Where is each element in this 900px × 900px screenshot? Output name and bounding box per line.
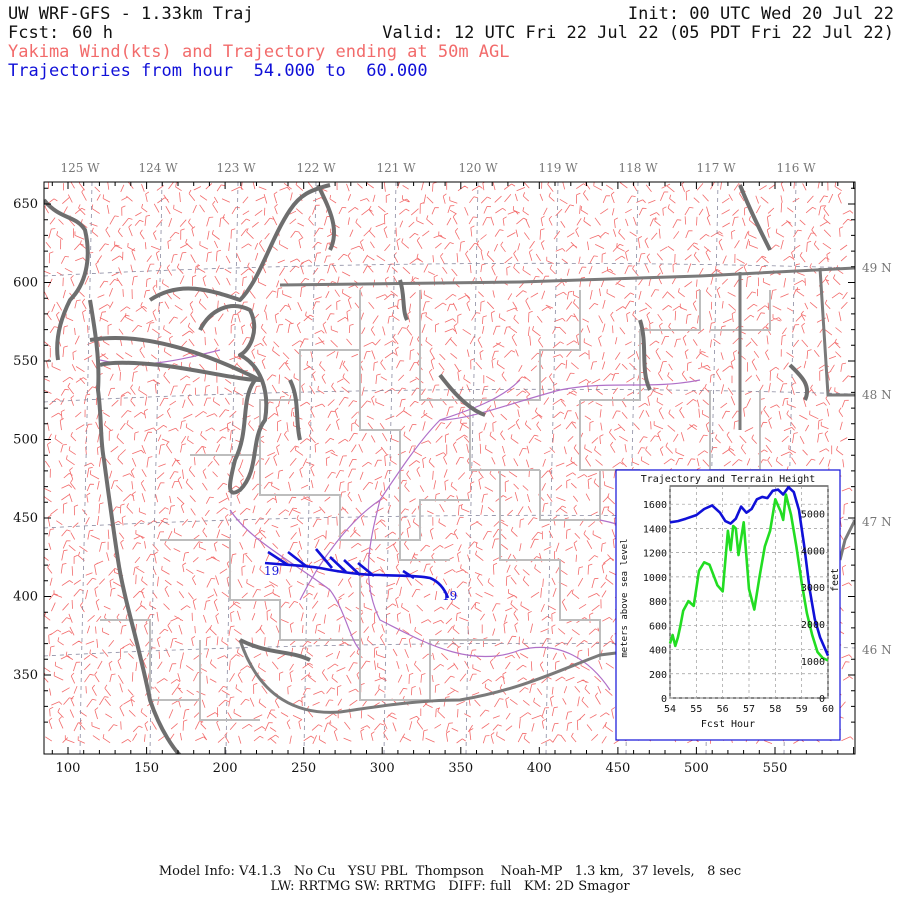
x-tick-label: 150 [134, 761, 159, 776]
meridian-line [149, 182, 163, 754]
inset-x-label: Fcst Hour [701, 719, 755, 730]
trajectory-height-line [669, 485, 830, 657]
x-tick-label: 300 [370, 761, 395, 776]
y-tick-label: 650 [13, 197, 38, 212]
meridian-line [303, 182, 317, 754]
map-title: UW WRF-GFS - 1.33km Traj [8, 4, 254, 24]
physics-info-line: LW: RRTMG SW: RRTMG DIFF: full KM: 2D Sm… [270, 879, 630, 894]
valid-time: Valid: 12 UTC Fri 22 Jul 22 (05 PDT Fri … [382, 23, 894, 43]
longitude-label: 125 W [60, 161, 100, 175]
longitude-label: 121 W [376, 161, 416, 175]
inset-y-tick-left: 0 [661, 694, 667, 705]
inset-y-tick-right: 1000 [801, 657, 825, 668]
meridian-line [383, 182, 397, 754]
longitude-label: 122 W [296, 161, 336, 175]
y-tick-label: 350 [13, 668, 38, 683]
inset-y-label-left: meters above sea level [620, 538, 630, 657]
x-tick-label: 250 [291, 761, 316, 776]
forecast-label: Fcst: [8, 23, 60, 43]
latitude-label: 48 N [862, 388, 892, 402]
inset-x-tick: 57 [743, 704, 755, 715]
inset-y-tick-right: 0 [819, 694, 825, 705]
x-tick-label: 100 [56, 761, 81, 776]
frame-ticks [44, 182, 855, 754]
y-tick-label: 450 [13, 511, 38, 526]
y-tick-label: 400 [13, 590, 38, 605]
x-tick-label: 500 [684, 761, 709, 776]
inset-y-tick-right: 2000 [801, 620, 825, 631]
trajectory-end-label: 19 [442, 589, 457, 603]
meridian-line [545, 182, 559, 754]
longitude-label: 119 W [538, 161, 578, 175]
x-tick-label: 450 [605, 761, 630, 776]
x-tick-label: 400 [527, 761, 552, 776]
wind-subtitle: Yakima Wind(kts) and Trajectory ending a… [8, 42, 510, 62]
inset-y-tick-left: 1600 [643, 500, 667, 511]
parallel-line [44, 388, 855, 403]
init-time: Init: 00 UTC Wed 20 Jul 22 [627, 4, 894, 24]
longitude-label: 117 W [696, 161, 736, 175]
longitude-label: 124 W [138, 161, 178, 175]
latitude-label: 49 N [862, 261, 892, 275]
inset-x-tick: 60 [822, 704, 834, 715]
county-lines [100, 290, 771, 721]
longitude-label: 118 W [618, 161, 658, 175]
inset-y-tick-right: 3000 [801, 583, 825, 594]
longitude-label: 116 W [776, 161, 816, 175]
inset-x-tick: 55 [690, 704, 702, 715]
inset-y-tick-left: 600 [649, 621, 667, 632]
parallel-line [44, 262, 855, 277]
y-tick-label: 600 [13, 276, 38, 291]
inset-x-tick: 54 [664, 704, 676, 715]
meridian-line [225, 182, 239, 754]
forecast-hour: 60 h [72, 23, 113, 43]
trajectory-subtitle: Trajectories from hour 54.000 to 60.000 [8, 61, 428, 81]
trajectory-start-label: 19 [264, 564, 279, 578]
inset-y-tick-left: 1200 [643, 549, 667, 560]
latitude-label: 46 N [862, 643, 892, 657]
inset-y-tick-left: 400 [649, 646, 667, 657]
meridian-line [79, 182, 93, 754]
inset-y-tick-right: 4000 [801, 546, 825, 557]
terrain-height-inset: Trajectory and Terrain Height 54 55 56 57 58… [615, 469, 841, 741]
inset-y-tick-left: 1400 [643, 524, 667, 535]
longitude-label: 123 W [216, 161, 256, 175]
y-tick-label: 500 [13, 433, 38, 448]
terrain-height-line [668, 493, 829, 662]
inset-y-tick-right: 5000 [801, 509, 825, 520]
axis-labels: 100 150 200 250 300 350 400 450 500 5506506005505… [13, 161, 891, 776]
x-tick-label: 200 [213, 761, 238, 776]
latitude-label: 47 N [862, 515, 892, 529]
trajectory-path [264, 548, 450, 599]
inset-y-tick-left: 800 [649, 597, 667, 608]
meridian-line [465, 182, 479, 754]
model-info-line: Model Info: V4.1.3 No Cu YSU PBL Thompso… [158, 864, 742, 879]
inset-y-tick-left: 200 [649, 670, 667, 681]
inset-x-tick: 56 [717, 704, 729, 715]
x-tick-label: 550 [763, 761, 788, 776]
coastline [44, 183, 810, 754]
inset-title: Trajectory and Terrain Height [641, 474, 816, 485]
inset-x-tick: 59 [796, 704, 808, 715]
inset-y-label-right: feet [830, 568, 841, 592]
x-tick-label: 350 [448, 761, 473, 776]
longitude-label: 120 W [458, 161, 498, 175]
y-tick-label: 550 [13, 354, 38, 369]
inset-x-tick: 58 [769, 704, 781, 715]
inset-y-tick-left: 1000 [643, 573, 667, 584]
